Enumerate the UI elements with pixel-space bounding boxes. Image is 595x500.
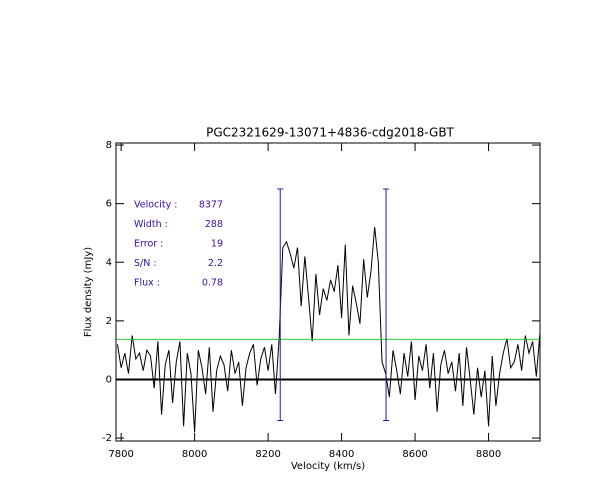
annotation-value: 288	[205, 219, 223, 230]
y-tick-label: 2	[106, 316, 112, 327]
annotation-value: 0.78	[202, 278, 223, 289]
annotation-label: Flux :	[134, 278, 160, 289]
annotation-label: Error :	[134, 239, 163, 250]
x-tick-label: 8600	[402, 449, 427, 460]
annotation-label: Velocity :	[134, 200, 178, 211]
y-tick-label: 0	[106, 374, 112, 385]
annotation-value: 19	[211, 239, 223, 250]
y-tick-label: -2	[102, 433, 112, 444]
annotation-label: Width :	[134, 219, 168, 230]
x-tick-label: 8200	[255, 449, 280, 460]
annotation-label: S/N :	[134, 258, 157, 269]
y-tick-label: 8	[106, 140, 112, 151]
annotation-value: 2.2	[208, 258, 223, 269]
y-axis-label: Flux density (mJy)	[83, 247, 94, 337]
spectrum-line	[116, 227, 540, 433]
annotation-value: 8377	[199, 200, 223, 211]
x-tick-label: 7800	[108, 449, 133, 460]
x-axis-label: Velocity (km/s)	[291, 461, 365, 472]
x-tick-label: 8800	[476, 449, 501, 460]
y-tick-label: 6	[106, 199, 112, 210]
plot-frame	[115, 142, 541, 442]
x-tick-label: 8400	[329, 449, 354, 460]
x-tick-label: 8000	[182, 449, 207, 460]
chart-title: PGC2321629-13071+4836-cdg2018-GBT	[206, 126, 454, 140]
y-tick-label: 4	[106, 257, 112, 268]
